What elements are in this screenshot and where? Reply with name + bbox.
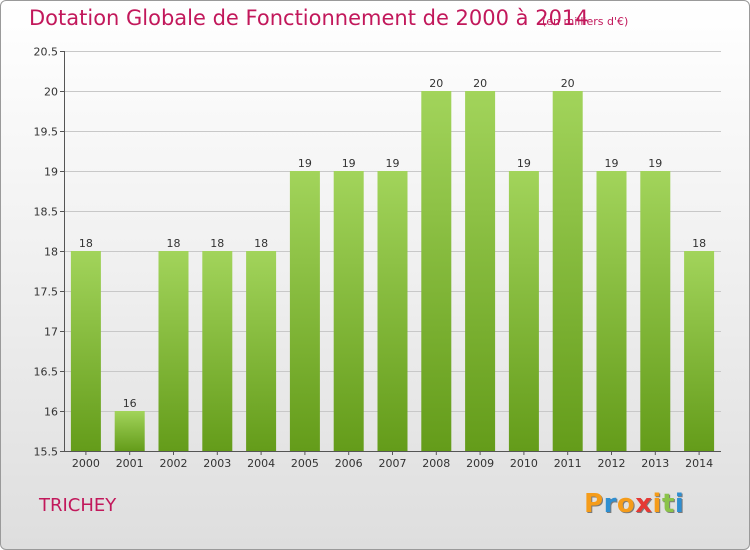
data-label-2014: 18 xyxy=(692,237,706,250)
x-tick-label: 2010 xyxy=(510,457,538,470)
data-label-2007: 19 xyxy=(386,157,400,170)
bar-2008 xyxy=(421,91,452,451)
data-label-2004: 18 xyxy=(254,237,268,250)
data-label-2000: 18 xyxy=(79,237,93,250)
y-tick-label: 16 xyxy=(44,406,58,419)
x-tick-label: 2007 xyxy=(379,457,407,470)
x-tick-label: 2008 xyxy=(422,457,450,470)
x-tick-label: 2005 xyxy=(291,457,319,470)
bar-2010 xyxy=(508,171,539,451)
y-tick-label: 20 xyxy=(44,86,58,99)
proxiti-logo-letter: o xyxy=(616,489,636,519)
x-tick-label: 2013 xyxy=(641,457,669,470)
x-tick-label: 2014 xyxy=(685,457,713,470)
bar-2000 xyxy=(70,251,101,451)
data-labels: 18 16 18 18 18 19 19 19 20 20 19 20 19 19 18 xyxy=(79,77,706,410)
proxiti-logo-letter: t xyxy=(661,489,675,519)
bar-2002 xyxy=(158,251,189,451)
data-label-2006: 19 xyxy=(342,157,356,170)
data-label-2012: 19 xyxy=(605,157,619,170)
y-tick-label: 15.5 xyxy=(34,446,59,459)
bar-2001 xyxy=(114,411,145,451)
data-label-2010: 19 xyxy=(517,157,531,170)
y-tick-label: 19 xyxy=(44,166,58,179)
y-tick-label: 20.5 xyxy=(34,46,59,59)
y-tick-label: 17.5 xyxy=(34,286,59,299)
commune-name: TRICHEY xyxy=(39,495,117,516)
x-tick-label: 2006 xyxy=(335,457,363,470)
proxiti-logo[interactable]: Proxiti xyxy=(584,489,684,519)
x-tick-label: 2012 xyxy=(598,457,626,470)
bar-2012 xyxy=(596,171,627,451)
chart-subtitle: (en milliers d'€) xyxy=(542,15,629,28)
data-label-2003: 18 xyxy=(210,237,224,250)
data-label-2005: 19 xyxy=(298,157,312,170)
x-tick-label: 2011 xyxy=(554,457,582,470)
data-label-2008: 20 xyxy=(429,77,443,90)
bar-2007 xyxy=(377,171,408,451)
x-tick-label: 2001 xyxy=(116,457,144,470)
bars xyxy=(70,91,715,451)
bar-2009 xyxy=(465,91,496,451)
y-tick-label: 17 xyxy=(44,326,58,339)
proxiti-logo-letter: i xyxy=(652,489,662,519)
chart-title: Dotation Globale de Fonctionnement de 20… xyxy=(29,6,589,30)
x-tick-label: 2004 xyxy=(247,457,275,470)
y-tick-label: 19.5 xyxy=(34,126,59,139)
bar-2004 xyxy=(246,251,277,451)
data-label-2001: 16 xyxy=(123,397,137,410)
bar-2014 xyxy=(684,251,715,451)
bar-2005 xyxy=(289,171,320,451)
data-label-2013: 19 xyxy=(648,157,662,170)
proxiti-logo-letter: i xyxy=(674,489,685,519)
x-tick-label: 2002 xyxy=(160,457,188,470)
y-tick-label: 18 xyxy=(44,246,58,259)
bar-2011 xyxy=(552,91,583,451)
proxiti-logo-letter: x xyxy=(635,489,653,519)
proxiti-logo-letter: P xyxy=(584,489,604,519)
y-tick-label: 16.5 xyxy=(34,366,59,379)
y-tick-label: 18.5 xyxy=(34,206,59,219)
proxiti-logo-letter: r xyxy=(603,489,617,519)
x-tick-label: 2000 xyxy=(72,457,100,470)
x-tick-label: 2003 xyxy=(203,457,231,470)
bar-2003 xyxy=(202,251,233,451)
axes: 15.5 16 16.5 17 17.5 18 18.5 19 19.5 20 20.5 2000 20… xyxy=(34,46,721,470)
data-label-2009: 20 xyxy=(473,77,487,90)
x-tick-label: 2009 xyxy=(466,457,494,470)
data-label-2011: 20 xyxy=(561,77,575,90)
bar-2006 xyxy=(333,171,364,451)
bar-2013 xyxy=(640,171,671,451)
data-label-2002: 18 xyxy=(167,237,181,250)
